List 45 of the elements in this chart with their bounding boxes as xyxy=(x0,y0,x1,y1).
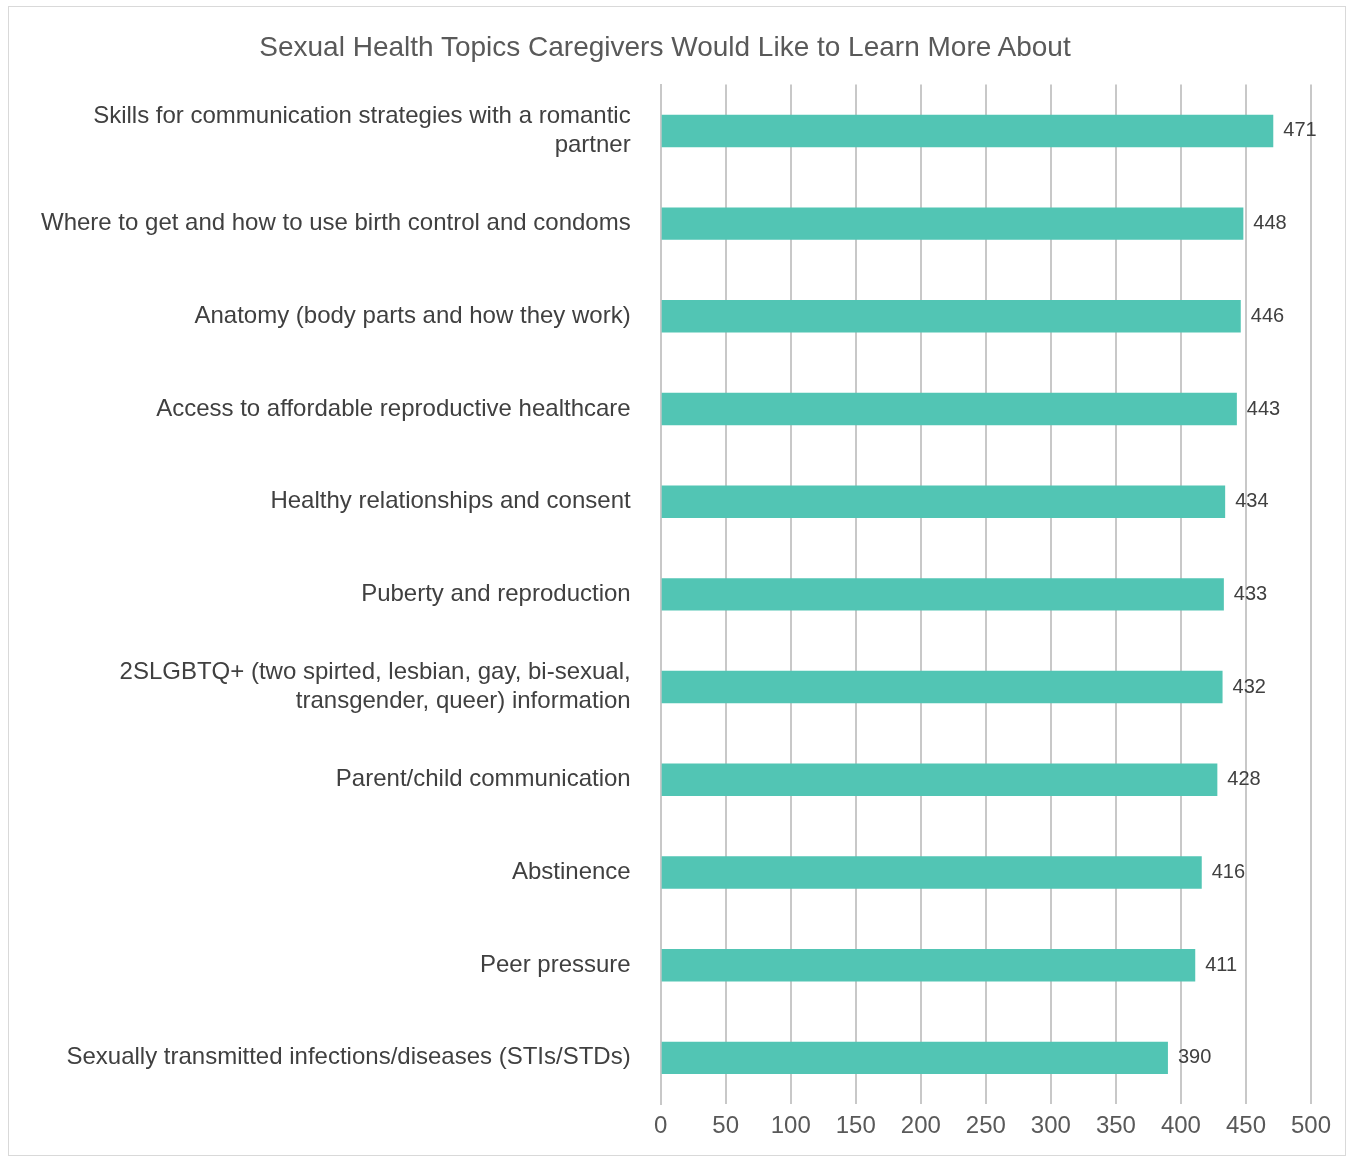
data-label: 433 xyxy=(1233,581,1268,604)
bar xyxy=(661,114,1274,148)
data-label: 390 xyxy=(1177,1045,1212,1068)
x-tick-label: 0 xyxy=(654,1111,668,1139)
data-label: 416 xyxy=(1211,859,1246,882)
bar xyxy=(661,207,1244,240)
x-tick-label: 500 xyxy=(1290,1111,1332,1139)
x-tick-label: 250 xyxy=(965,1111,1006,1139)
data-label: 432 xyxy=(1232,674,1266,697)
bar xyxy=(661,670,1223,704)
chart-title: Sexual Health Topics Caregivers Would Like to Learn More About xyxy=(259,30,1071,62)
x-tick-label: 400 xyxy=(1160,1111,1201,1139)
data-label: 434 xyxy=(1235,489,1269,512)
data-label: 446 xyxy=(1250,303,1285,326)
bar xyxy=(661,1041,1168,1075)
bar xyxy=(661,485,1226,518)
x-tick-label: 350 xyxy=(1095,1111,1136,1139)
data-label: 411 xyxy=(1205,952,1238,975)
x-tick-label: 450 xyxy=(1225,1111,1266,1139)
bar xyxy=(661,392,1237,426)
y-tick-label: 2SLGBTQ+ (two spirted, lesbian, gay, bi-sexual, transgender, queer) information xyxy=(119,657,631,714)
bar xyxy=(661,578,1224,611)
y-tick-label: Puberty and reproduction xyxy=(361,579,631,607)
y-tick-label: Abstinence xyxy=(511,857,631,885)
y-tick-label: Sexually transmitted infections/diseases (STIs/STDs) xyxy=(66,1042,631,1070)
y-tick-label: Parent/child communication xyxy=(335,764,631,792)
y-tick-label: Skills for communication strategies with a romantic partner xyxy=(93,101,631,157)
data-label: 428 xyxy=(1227,767,1261,790)
y-tick-label: Where to get and how to use birth control and condoms xyxy=(40,208,631,236)
x-tick-label: 150 xyxy=(835,1111,876,1139)
x-tick-label: 50 xyxy=(712,1111,740,1139)
x-tick-label: 100 xyxy=(770,1111,811,1139)
y-tick-label: Access to affordable reproductive healthcare xyxy=(156,393,631,421)
bar xyxy=(661,856,1202,889)
bar xyxy=(661,763,1218,796)
data-label: 443 xyxy=(1246,396,1281,419)
x-tick-label: 300 xyxy=(1030,1111,1071,1139)
y-tick-label: Healthy relationships and consent xyxy=(270,486,631,514)
data-label: 471 xyxy=(1283,118,1317,141)
data-label: 448 xyxy=(1253,211,1287,234)
bar xyxy=(661,300,1241,333)
bar xyxy=(661,948,1196,982)
y-tick-label: Peer pressure xyxy=(479,949,631,977)
y-tick-label: Anatomy (body parts and how they work) xyxy=(194,300,631,328)
x-tick-label: 200 xyxy=(900,1111,941,1139)
